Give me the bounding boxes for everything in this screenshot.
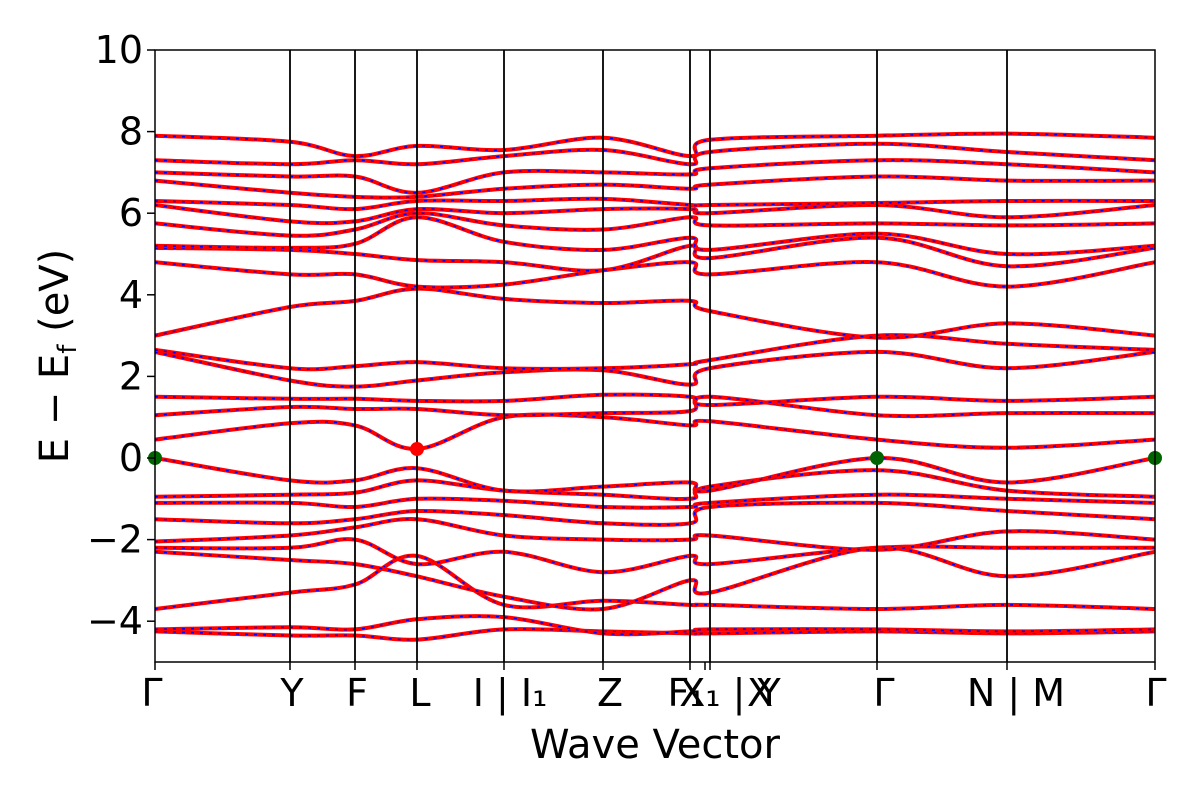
vbm-marker-2 (870, 451, 884, 465)
plot-frame (154, 49, 1156, 663)
y-tick-label-1: −2 (87, 518, 143, 562)
band-overlay-21 (155, 197, 1155, 210)
y-axis-label-main: E − E (32, 354, 78, 464)
band-overlay-5 (155, 518, 1155, 551)
band-overlay-14 (155, 334, 1155, 370)
y-axis-ticks: −4 −2 0 2 4 6 8 10 (87, 28, 155, 643)
x-tick-label-9: Γ (873, 671, 894, 715)
band-line-12 (155, 392, 1155, 408)
band-line-13 (155, 349, 1155, 389)
band-line-22 (155, 174, 1155, 200)
extrema-markers (148, 442, 1162, 465)
band-overlay-24 (155, 142, 1155, 166)
band-overlay-3 (155, 546, 1155, 611)
band-overlay-22 (155, 175, 1155, 199)
y-tick-label-4: 4 (119, 273, 143, 317)
band-overlay-15 (155, 287, 1155, 339)
x-tick-label-7: X₁ | Y (679, 671, 781, 716)
band-line-4 (155, 537, 1155, 575)
x-tick-label-4: I | I₁ (473, 671, 548, 716)
x-tick-label-10: N | M (967, 671, 1065, 716)
band-line-20 (155, 202, 1155, 226)
band-overlay-25 (155, 132, 1155, 157)
x-tick-label-3: L (409, 671, 430, 715)
band-overlay-1 (155, 615, 1155, 635)
y-tick-label-7: 10 (95, 28, 143, 72)
y-tick-label-5: 6 (119, 191, 143, 235)
y-axis-label: E − Ef (eV) (32, 249, 83, 464)
band-overlay-19 (155, 212, 1155, 237)
band-overlay-23 (155, 159, 1155, 194)
x-axis-label: Wave Vector (530, 722, 781, 768)
band-overlay-10 (155, 413, 1155, 450)
x-tick-label-8: X (747, 671, 773, 715)
band-overlay-18 (155, 216, 1155, 256)
y-tick-label-3: 2 (119, 354, 143, 398)
x-tick-label-0: Γ (141, 671, 162, 715)
band-line-3 (155, 545, 1155, 612)
band-overlay-8 (155, 469, 1155, 500)
band-overlay-7 (155, 493, 1155, 509)
band-line-9 (155, 455, 1155, 494)
x-tick-label-6: F₁ (667, 671, 704, 715)
band-overlay-11 (155, 395, 1155, 417)
cbm-marker-1 (410, 442, 424, 457)
x-tick-label-2: F (346, 671, 368, 715)
x-tick-label-5: Z (597, 671, 623, 715)
y-tick-label-0: −4 (87, 599, 143, 643)
y-tick-label-6: 8 (119, 110, 143, 154)
band-overlay-9 (155, 457, 1155, 493)
x-tick-label-11: Γ (1145, 671, 1166, 715)
high-symmetry-lines (289, 50, 1008, 662)
band-overlay-4 (155, 538, 1155, 574)
band-overlay-6 (155, 501, 1155, 526)
y-axis-label-unit: (eV) (32, 249, 78, 345)
band-overlay-2 (155, 554, 1155, 610)
band-overlay-17 (155, 236, 1155, 272)
y-axis-label-sub: f (53, 344, 83, 354)
y-tick-label-2: 0 (119, 436, 143, 480)
band-line-15 (155, 286, 1155, 340)
bands-layer (155, 131, 1155, 642)
band-line-14 (155, 333, 1155, 372)
band-overlay-12 (155, 393, 1155, 406)
band-line-10 (155, 412, 1155, 452)
x-tick-label-1: Y (279, 671, 304, 715)
